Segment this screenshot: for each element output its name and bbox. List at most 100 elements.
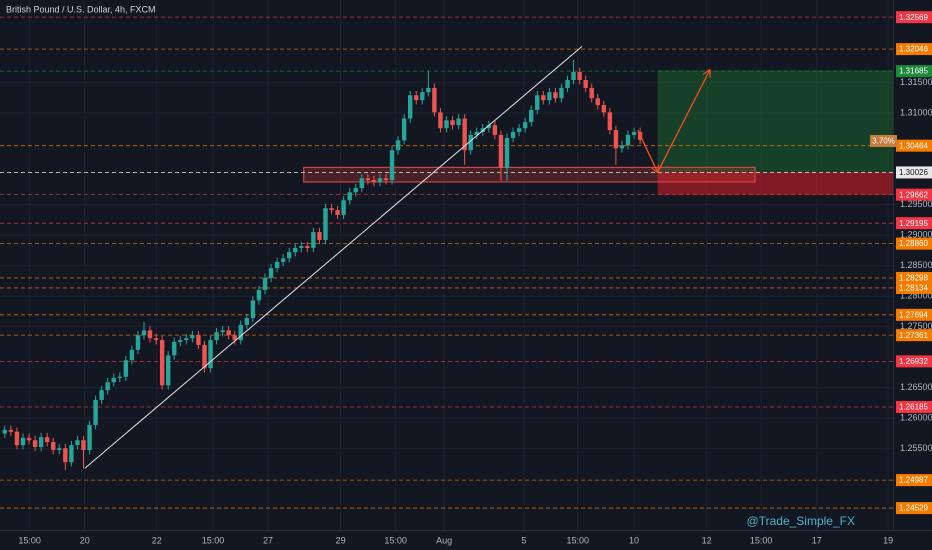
candle-body xyxy=(510,131,516,138)
candle-body xyxy=(426,87,431,93)
chart-title: British Pound / U.S. Dollar, 4h, FXCM xyxy=(6,4,156,14)
x-tick-label: 17 xyxy=(812,535,822,545)
level-label: 1.29662 xyxy=(899,190,928,199)
level-tags: 1.32569 1.32046 1.31685 1.30464 1.30026 1.296… xyxy=(896,11,932,515)
candle-body xyxy=(123,360,129,377)
level-tag xyxy=(896,400,932,413)
candle-body xyxy=(625,134,631,146)
candle-body xyxy=(75,440,80,446)
candle-body xyxy=(583,79,588,88)
y-tick-label: 1.28000 xyxy=(900,291,932,301)
candle-body xyxy=(57,448,62,451)
candle-body xyxy=(414,95,419,101)
y-tick-label: 1.27500 xyxy=(900,321,932,331)
candle-body xyxy=(299,246,304,248)
candle-body xyxy=(504,137,510,168)
candle-body xyxy=(44,437,50,443)
candle-body xyxy=(141,330,147,336)
candle-body xyxy=(226,330,231,336)
candle-body xyxy=(498,134,504,168)
level-label: 1.32046 xyxy=(899,45,928,54)
y-tick-label: 1.29000 xyxy=(900,229,932,239)
candle-body xyxy=(553,92,558,99)
candle-body xyxy=(26,437,32,441)
level-tag xyxy=(896,166,932,179)
candle-body xyxy=(111,377,116,383)
candle-body xyxy=(280,258,286,262)
candle-body xyxy=(165,355,171,386)
candle-body xyxy=(571,72,576,80)
level-label: 1.27361 xyxy=(899,331,928,340)
candle-body xyxy=(38,437,44,447)
candle-body xyxy=(347,192,352,201)
candle-body xyxy=(595,98,600,106)
y-tick-label: 1.31000 xyxy=(900,107,932,117)
candle-body xyxy=(547,92,552,101)
candle-body xyxy=(450,120,455,126)
watermark: @Trade_Simple_FX xyxy=(747,514,855,528)
level-tag xyxy=(896,308,932,321)
candle-body xyxy=(438,112,443,129)
x-tick-label: 12 xyxy=(702,535,712,545)
candle-body xyxy=(311,232,316,248)
grid xyxy=(0,0,893,530)
candle-body xyxy=(262,277,268,291)
candle-body xyxy=(293,247,298,253)
candle-body xyxy=(184,338,189,341)
percent-label: 3.70% xyxy=(872,137,895,146)
candle-body xyxy=(335,210,340,215)
y-tick-label: 1.26000 xyxy=(900,413,932,423)
candle-body xyxy=(541,95,546,101)
candle-body xyxy=(153,338,159,341)
candle-body xyxy=(341,200,346,215)
level-label: 1.29195 xyxy=(899,219,928,228)
candle-body xyxy=(208,340,213,369)
candle-body xyxy=(359,178,364,189)
candle-body xyxy=(20,437,26,446)
candle-body xyxy=(105,382,110,391)
candle-body xyxy=(117,376,122,378)
x-tick-label: 15:00 xyxy=(18,535,41,545)
candle-body xyxy=(353,188,358,193)
target-zone xyxy=(657,70,893,173)
candle-body xyxy=(371,180,377,182)
candle-body xyxy=(565,79,570,88)
candle-body xyxy=(456,118,461,126)
candle-body xyxy=(232,335,237,341)
candle-body xyxy=(8,429,14,432)
candle-body xyxy=(462,118,467,151)
candle-body xyxy=(522,122,528,129)
candle-body xyxy=(135,335,141,350)
y-tick-label: 1.29500 xyxy=(900,199,932,209)
candle-body xyxy=(238,324,243,341)
candle-body xyxy=(486,125,492,129)
level-label: 1.26932 xyxy=(899,357,928,366)
candle-body xyxy=(32,440,38,447)
support-zone xyxy=(303,166,756,183)
level-tag xyxy=(896,139,932,152)
candle-body xyxy=(365,178,371,181)
candle-body xyxy=(250,300,256,319)
candle-body xyxy=(256,290,262,301)
candle-body xyxy=(492,125,498,135)
candle-body xyxy=(395,140,401,151)
candle-body xyxy=(389,150,395,181)
candle-body xyxy=(190,335,195,339)
candle-body xyxy=(147,330,153,339)
level-tag xyxy=(896,474,932,487)
level-tag xyxy=(896,43,932,56)
candle-body xyxy=(202,344,207,369)
stop-zone xyxy=(657,172,893,195)
candle-body xyxy=(420,92,425,101)
candle-body xyxy=(613,130,619,149)
candles xyxy=(2,59,643,471)
level-tag xyxy=(896,188,932,201)
candle-body xyxy=(129,349,135,361)
level-label: 1.30464 xyxy=(899,141,928,150)
candle-body xyxy=(444,120,449,129)
level-tag xyxy=(896,11,932,24)
level-label: 1.32569 xyxy=(899,13,928,22)
candle-body xyxy=(407,95,413,119)
